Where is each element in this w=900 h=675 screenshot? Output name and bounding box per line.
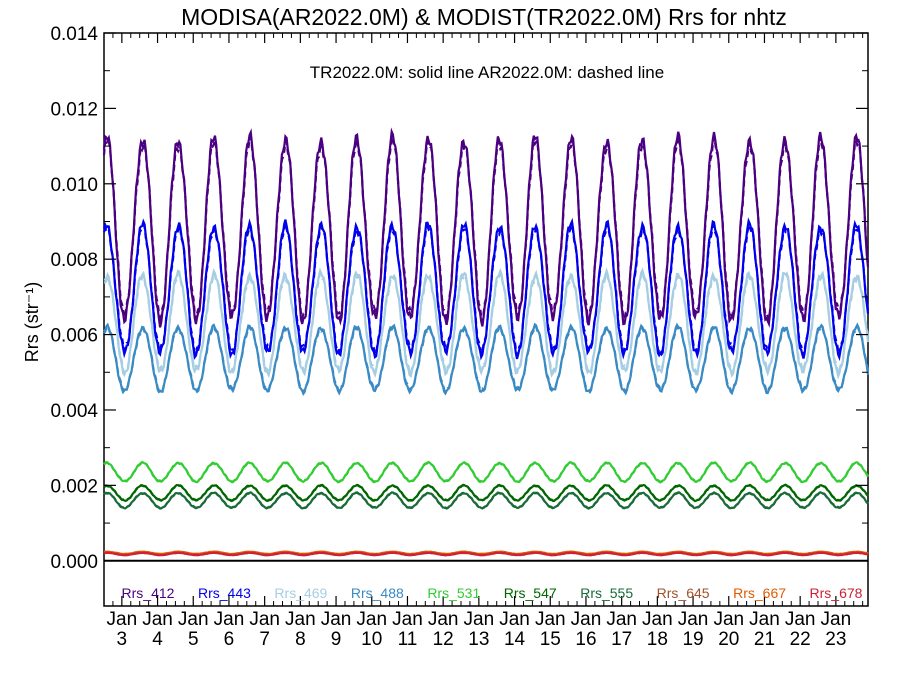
- legend-entry-rrs_412: Rrs_412: [122, 585, 175, 601]
- legend-entry-rrs_488: Rrs_488: [351, 585, 404, 601]
- x-tick-label-month: Jan: [107, 609, 138, 630]
- x-tick-label-month: Jan: [249, 609, 280, 630]
- x-axis: Jan3Jan4Jan5Jan6Jan7Jan8Jan9Jan10Jan11Ja…: [103, 33, 864, 650]
- legend-entry-rrs_678: Rrs_678: [810, 585, 863, 601]
- x-tick-label-year: 8: [295, 629, 306, 650]
- x-tick-label-month: Jan: [178, 609, 209, 630]
- x-tick-label-year: 12: [433, 629, 454, 650]
- series-line-rrs_469-dashed: [103, 269, 870, 377]
- x-tick-label-year: 6: [224, 629, 235, 650]
- x-tick-label-month: Jan: [713, 609, 744, 630]
- x-tick-label-month: Jan: [606, 609, 637, 630]
- y-tick-label: 0.014: [50, 24, 98, 45]
- y-tick-label: 0.004: [50, 401, 98, 422]
- x-tick-label-year: 3: [117, 629, 128, 650]
- x-tick-label-month: Jan: [571, 609, 602, 630]
- y-tick-label: 0.008: [50, 250, 98, 271]
- chart-annotation: TR2022.0M: solid line AR2022.0M: dashed …: [310, 63, 664, 82]
- x-tick-label-year: 7: [259, 629, 270, 650]
- x-tick-label-month: Jan: [749, 609, 780, 630]
- x-tick-label-year: 10: [361, 629, 382, 650]
- x-tick-label-year: 20: [718, 629, 739, 650]
- legend-entry-rrs_667: Rrs_667: [733, 585, 786, 601]
- y-axis-label: Rrs (str⁻¹): [22, 282, 42, 362]
- x-tick-label-month: Jan: [142, 609, 173, 630]
- y-axis: 0.000 0.002 0.004 0.006 0.008 0.010 0.012 0.014: [50, 24, 868, 573]
- x-tick-label-year: 11: [398, 629, 418, 650]
- y-tick-label: 0.010: [50, 175, 98, 196]
- series-line-rrs_531-dashed: [103, 461, 869, 484]
- x-tick-label-month: Jan: [321, 609, 352, 630]
- x-tick-label-month: Jan: [642, 609, 673, 630]
- x-tick-label-month: Jan: [392, 609, 423, 630]
- x-tick-label-month: Jan: [428, 609, 459, 630]
- y-tick-label: 0.002: [50, 476, 98, 497]
- x-tick-label-month: Jan: [535, 609, 566, 630]
- x-tick-label-month: Jan: [464, 609, 495, 630]
- legend-entry-rrs_645: Rrs_645: [657, 585, 710, 601]
- legend-entry-rrs_531: Rrs_531: [427, 585, 480, 601]
- x-tick-label-year: 23: [825, 629, 846, 650]
- x-tick-label-month: Jan: [356, 609, 387, 630]
- x-tick-label-year: 13: [468, 629, 489, 650]
- x-tick-label-month: Jan: [214, 609, 245, 630]
- x-tick-label-year: 4: [152, 629, 163, 650]
- x-tick-label-month: Jan: [821, 609, 852, 630]
- x-tick-label-year: 19: [682, 629, 703, 650]
- y-tick-label: 0.006: [50, 326, 98, 347]
- x-tick-label-month: Jan: [285, 609, 316, 630]
- legend-entry-rrs_469: Rrs_469: [274, 585, 327, 601]
- x-tick-label-year: 15: [540, 629, 561, 650]
- x-tick-label-year: 21: [754, 629, 775, 650]
- series-line-rrs_547-dashed: [103, 483, 869, 502]
- series-line-rrs_678-dashed: [103, 551, 869, 557]
- x-tick-label-month: Jan: [499, 609, 530, 630]
- plot-frame: [103, 32, 869, 607]
- series-line-rrs_412-dashed: [102, 132, 870, 323]
- chart-title: MODISA(AR2022.0M) & MODIST(TR2022.0M) Rr…: [181, 4, 787, 30]
- x-tick-label-month: Jan: [785, 609, 816, 630]
- series-line-rrs_443-dashed: [102, 220, 870, 359]
- x-tick-label-year: 22: [790, 629, 811, 650]
- x-tick-label-year: 16: [575, 629, 596, 650]
- legend-entry-rrs_555: Rrs_555: [580, 585, 633, 601]
- legend: Rrs_412 Rrs_443 Rrs_469 Rrs_488 Rrs_531 Rrs_5…: [122, 585, 863, 601]
- series-layer: [102, 127, 870, 557]
- legend-entry-rrs_547: Rrs_547: [504, 585, 557, 601]
- series-line-rrs_488-dashed: [103, 324, 870, 395]
- x-tick-label-year: 5: [188, 629, 199, 650]
- x-tick-label-year: 9: [331, 629, 342, 650]
- legend-entry-rrs_443: Rrs_443: [198, 585, 251, 601]
- series-line-rrs_555-dashed: [103, 491, 869, 510]
- y-tick-label: 0.012: [50, 99, 98, 120]
- x-tick-label-month: Jan: [678, 609, 709, 630]
- y-tick-label: 0.000: [50, 552, 98, 573]
- x-tick-label-year: 14: [504, 629, 526, 650]
- x-tick-label-year: 17: [611, 629, 632, 650]
- x-tick-label-year: 18: [647, 629, 668, 650]
